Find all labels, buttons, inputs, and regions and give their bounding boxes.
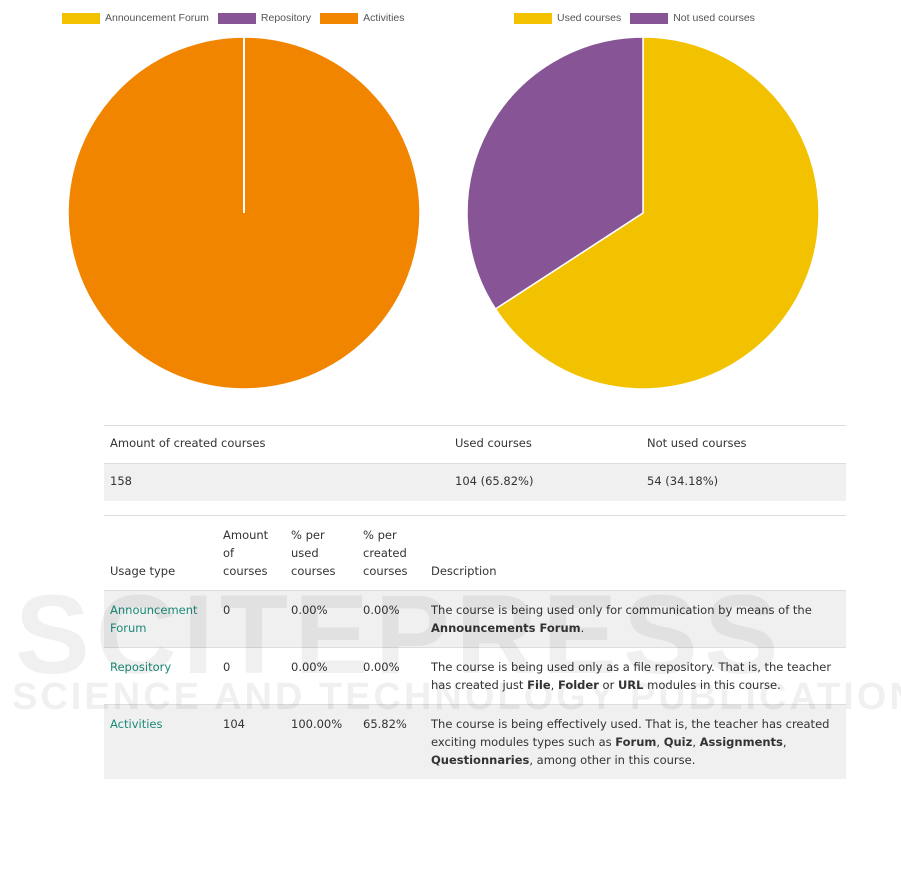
usage-type-link[interactable]: Announcement Forum xyxy=(110,603,198,635)
pie-slice-used-courses[interactable] xyxy=(494,36,820,390)
description-cell: The course is being used only for commun… xyxy=(431,603,812,635)
usage-type-link[interactable]: Repository xyxy=(110,660,172,674)
amount-cell: 104 xyxy=(223,717,245,731)
pct-used-cell: 100.00% xyxy=(291,717,343,731)
legend-label: Used courses xyxy=(557,12,622,24)
legend-item[interactable]: Used courses xyxy=(514,12,621,24)
pct-used-cell: 0.00% xyxy=(291,660,328,674)
usage-table: Usage type Amount of courses % per used … xyxy=(104,515,846,779)
header-pct-created: % per created courses xyxy=(363,528,408,578)
legend-label: Repository xyxy=(260,12,312,24)
legend-label: Activities xyxy=(363,12,405,24)
legend-label: Not used courses xyxy=(673,12,755,24)
module-name: Folder xyxy=(557,678,599,692)
legend-swatch xyxy=(320,12,359,24)
summary-header-row: Amount of created courses Used courses N… xyxy=(104,426,846,464)
usage-type-link[interactable]: Activities xyxy=(110,717,163,731)
usage-header-row: Usage type Amount of courses % per used … xyxy=(104,516,846,591)
legend-usage: Announcement Forum Repository Activities xyxy=(62,12,414,24)
module-name: Forum xyxy=(615,735,657,749)
pie-usage-type xyxy=(67,36,421,390)
header-pct-used: % per used courses xyxy=(291,528,336,578)
legend-swatch xyxy=(514,12,552,24)
header-description: Description xyxy=(431,564,497,578)
legend-swatch xyxy=(630,12,669,24)
module-name: URL xyxy=(617,678,644,692)
legend-item[interactable]: Not used courses xyxy=(630,12,755,24)
header-used: Used courses xyxy=(455,436,532,450)
header-created: Amount of created courses xyxy=(110,436,266,450)
header-usage-type: Usage type xyxy=(110,564,176,578)
legend-swatch xyxy=(217,12,256,24)
module-name: Questionnaries xyxy=(431,753,530,767)
pct-created-cell: 0.00% xyxy=(363,660,400,674)
module-name: Assignments xyxy=(699,735,783,749)
header-not-used: Not used courses xyxy=(647,436,747,450)
description-cell: The course is being used only as a file … xyxy=(431,660,832,692)
pct-used-cell: 0.00% xyxy=(291,603,328,617)
pie-used-courses xyxy=(466,36,820,390)
pct-created-cell: 65.82% xyxy=(363,717,407,731)
amount-cell: 0 xyxy=(223,603,231,617)
legend-label: Announcement Forum xyxy=(105,12,209,24)
description-cell: The course is being effectively used. Th… xyxy=(431,717,830,767)
table-row: Announcement Forum 0 0.00% 0.00% The course … xyxy=(104,590,846,648)
module-name: File xyxy=(527,678,551,692)
table-row: Activities 104 100.00% 65.82% The course is … xyxy=(104,704,846,779)
legend-item[interactable]: Activities xyxy=(320,12,405,24)
legend-swatch xyxy=(62,12,100,24)
legend-item[interactable]: Repository xyxy=(217,12,312,24)
legend-courses: Used courses Not used courses xyxy=(514,12,764,24)
value-not-used: 54 (34.18%) xyxy=(647,474,719,488)
legend-item[interactable]: Announcement Forum xyxy=(62,12,209,24)
table-row: Repository 0 0.00% 0.00% The course is being… xyxy=(104,647,846,705)
pct-created-cell: 0.00% xyxy=(363,603,400,617)
amount-cell: 0 xyxy=(223,660,231,674)
module-name: Announcements Forum xyxy=(431,621,581,635)
value-created: 158 xyxy=(110,474,132,488)
value-used: 104 (65.82%) xyxy=(455,474,534,488)
header-amount: Amount of courses xyxy=(223,528,269,578)
pie-slice-not-used-courses[interactable] xyxy=(466,36,644,310)
summary-row: 158 104 (65.82%) 54 (34.18%) xyxy=(104,463,846,501)
module-name: Quiz xyxy=(663,735,693,749)
summary-table: Amount of created courses Used courses N… xyxy=(104,425,846,501)
